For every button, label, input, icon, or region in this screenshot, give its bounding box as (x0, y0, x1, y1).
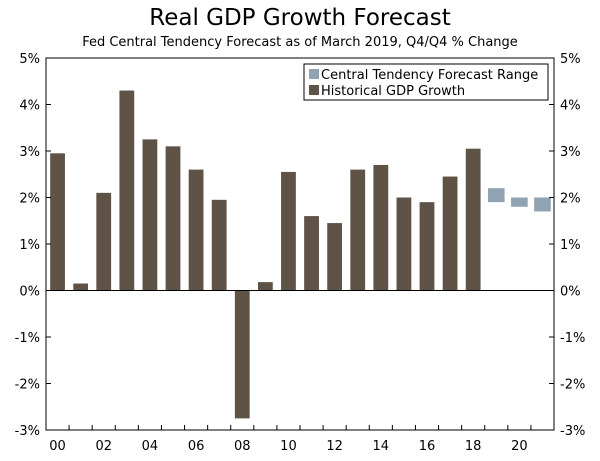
right-tick-label: 0% (560, 285, 581, 300)
chart-title: Real GDP Growth Forecast (149, 5, 451, 31)
left-tick-label: 1% (19, 238, 40, 253)
left-tick-label: 3% (19, 145, 40, 160)
bar-historical-2018 (465, 148, 481, 291)
bars-group (50, 90, 551, 419)
x-tick-label: 00 (49, 439, 66, 454)
x-tick-label: 20 (511, 439, 528, 454)
bar-historical-2014 (373, 164, 389, 291)
x-tick-label: 12 (326, 439, 343, 454)
x-tick-label: 08 (234, 439, 251, 454)
bar-historical-2003 (119, 90, 135, 291)
x-tick-label: 06 (188, 439, 205, 454)
left-tick-label: 2% (19, 192, 40, 207)
chart-subtitle: Fed Central Tendency Forecast as of Marc… (82, 35, 518, 50)
right-tick-label: 2% (560, 192, 581, 207)
bar-historical-2011 (304, 216, 319, 291)
left-tick-label: 4% (19, 99, 40, 114)
right-tick-label: 1% (560, 238, 581, 253)
x-tick-label: 18 (465, 439, 482, 454)
right-tick-label: 5% (560, 52, 581, 67)
bar-historical-2007 (211, 199, 227, 291)
bar-historical-2002 (96, 192, 112, 291)
bar-forecast-2019 (487, 188, 505, 203)
bar-historical-2009 (257, 282, 273, 291)
bar-historical-2001 (73, 283, 89, 291)
bar-historical-2004 (142, 139, 158, 291)
right-axis: 5% 4% 3% 2% 1% 0% -1% -2% -3% (549, 52, 585, 439)
x-tick-label: 02 (95, 439, 112, 454)
bar-historical-2008 (234, 290, 250, 419)
legend-swatch-forecast (309, 69, 319, 79)
left-tick-label: 5% (19, 52, 40, 67)
bar-historical-2010 (281, 171, 296, 291)
left-tick-label: -1% (15, 331, 40, 346)
left-tick-label: -3% (15, 424, 40, 439)
bar-historical-2016 (419, 202, 435, 291)
legend-swatch-historical (309, 85, 319, 95)
right-tick-label: 3% (560, 145, 581, 160)
right-tick-label: 4% (560, 99, 581, 114)
bar-forecast-2021 (534, 197, 551, 212)
right-tick-label: -1% (560, 331, 585, 346)
left-tick-label: 0% (19, 285, 40, 300)
bar-historical-2006 (188, 169, 204, 291)
bar-historical-2013 (350, 169, 366, 291)
x-axis: 00 02 04 06 08 10 12 14 16 18 20 (45, 425, 555, 454)
left-axis: 5% 4% 3% 2% 1% 0% -1% -2% -3% (15, 52, 51, 439)
bar-historical-2015 (396, 197, 412, 291)
right-tick-label: -3% (560, 424, 585, 439)
bar-historical-2005 (165, 146, 181, 291)
bar-forecast-2020 (511, 197, 528, 207)
legend-label-historical: Historical GDP Growth (321, 84, 465, 99)
right-tick-label: -2% (560, 378, 585, 393)
x-tick-label: 10 (280, 439, 297, 454)
bar-historical-2000 (50, 153, 65, 291)
x-tick-label: 16 (419, 439, 436, 454)
x-tick-label: 04 (142, 439, 159, 454)
bar-historical-2017 (442, 176, 458, 291)
bar-historical-2012 (327, 223, 343, 291)
x-tick-label: 14 (373, 439, 390, 454)
legend-label-forecast: Central Tendency Forecast Range (321, 68, 538, 83)
left-tick-label: -2% (15, 378, 40, 393)
legend: Central Tendency Forecast Range Historic… (303, 63, 549, 101)
legend-box (303, 63, 549, 101)
